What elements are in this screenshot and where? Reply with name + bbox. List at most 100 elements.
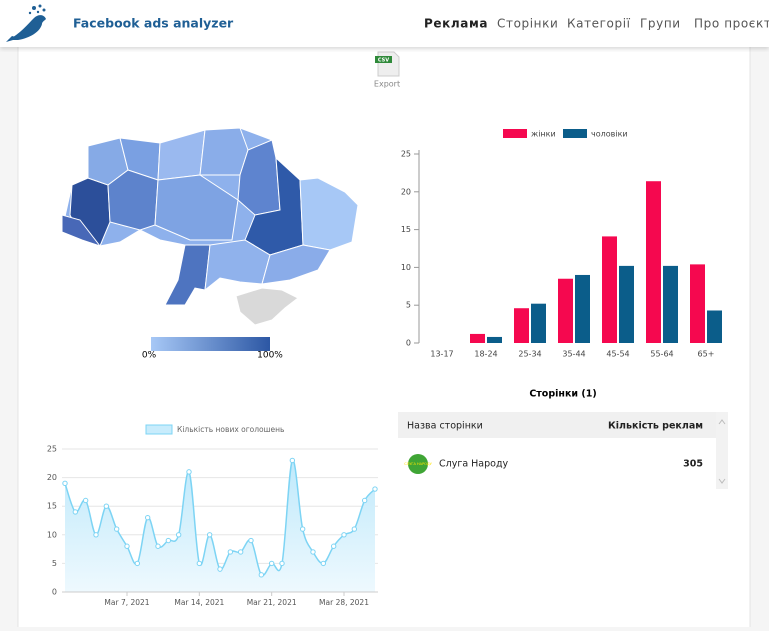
bar [487,336,502,343]
point [299,526,306,532]
y-tick-label: 25 [401,150,411,159]
point [289,457,296,464]
x-tick-label: 65+ [698,350,715,359]
x-tick-label: Mar 14, 2021 [174,598,224,607]
legend-swatch [503,129,527,138]
export-badge: CSV [378,58,389,64]
nav-link[interactable]: Сторінки [497,17,558,31]
table-header [398,412,716,438]
point [134,560,141,567]
point [103,503,110,509]
y-tick-label: 5 [52,559,57,568]
x-tick-label: Mar 7, 2021 [104,598,149,607]
bar [646,181,661,343]
point [155,543,161,549]
nav-link[interactable]: Реклама [424,17,488,31]
point [227,549,234,555]
legend-swatch [145,424,173,435]
legend-swatch [563,129,587,138]
point [372,486,378,492]
x-tick-label: 13-17 [430,350,453,359]
x-tick-label: 18-24 [474,350,497,359]
scrollbar[interactable] [716,412,728,489]
point [217,566,223,572]
point [351,526,358,532]
page-name[interactable]: Слуга Народу [439,459,509,470]
point [248,537,254,544]
table-title: Сторінки (1) [529,389,596,400]
scroll-up[interactable] [718,419,726,425]
map-legend-max: 100% [257,351,283,361]
bar [514,308,529,343]
page-logo-text: СЛУГА НАРОДУ [404,462,432,466]
y-tick-label: 5 [406,301,411,310]
legend-label: жінки [531,130,556,139]
y-tick-label: 10 [47,530,57,539]
export-label: Export [374,80,400,89]
point [206,532,213,538]
point [186,469,192,475]
bar [558,278,573,343]
point [258,572,265,578]
y-tick-label: 15 [47,502,57,511]
x-tick-label: 55-64 [650,350,673,359]
nav-link[interactable]: Категорії [567,17,631,31]
point [196,560,203,567]
y-tick-label: 0 [406,339,411,348]
logo [6,4,46,42]
point [279,560,285,567]
bar [470,333,485,343]
bar [575,274,590,343]
y-tick-label: 15 [401,225,411,234]
bar [602,236,617,343]
header [0,0,769,47]
x-tick-label: Mar 21, 2021 [247,598,297,607]
column-header[interactable]: Назва сторінки [407,421,483,432]
nav-link[interactable]: Групи [640,17,681,31]
bar [663,265,678,343]
content-panel [17,39,751,631]
y-tick-label: 25 [47,445,57,454]
point [113,526,120,532]
page-logo [408,454,428,474]
ad-count: 305 [683,459,703,470]
point [124,543,130,549]
point [320,560,327,567]
x-tick-label: 25-34 [518,350,541,359]
bar [619,265,634,343]
nav-link[interactable]: Про проєкт [694,17,769,31]
scroll-down[interactable] [718,478,726,484]
x-tick-label: 45-54 [606,350,629,359]
point [82,497,89,504]
x-tick-label: Mar 28, 2021 [319,598,369,607]
y-tick-label: 20 [47,473,57,482]
export-button[interactable]: CSV Export [374,51,400,89]
point [72,509,79,515]
point [310,549,316,555]
legend-label: Кількість нових оголошень [177,425,284,434]
point [144,514,151,521]
legend-label: чоловіки [591,130,628,139]
bar [531,303,546,343]
y-tick-label: 0 [52,588,57,597]
app-title[interactable]: Facebook ads analyzer [73,16,234,31]
y-tick-label: 10 [401,263,411,272]
point [268,560,275,567]
y-tick-label: 20 [401,187,411,196]
point [330,543,337,549]
point [341,532,347,538]
point [361,497,368,504]
bar [707,310,722,343]
x-tick-label: 35-44 [562,350,585,359]
point [93,532,99,538]
map-legend-bar [151,337,270,351]
point [62,480,68,487]
map [61,127,359,326]
point [165,537,172,544]
column-header[interactable]: Кількість реклам [608,421,703,432]
bar [690,264,705,343]
point [237,549,244,555]
map-legend-min: 0% [142,351,157,361]
